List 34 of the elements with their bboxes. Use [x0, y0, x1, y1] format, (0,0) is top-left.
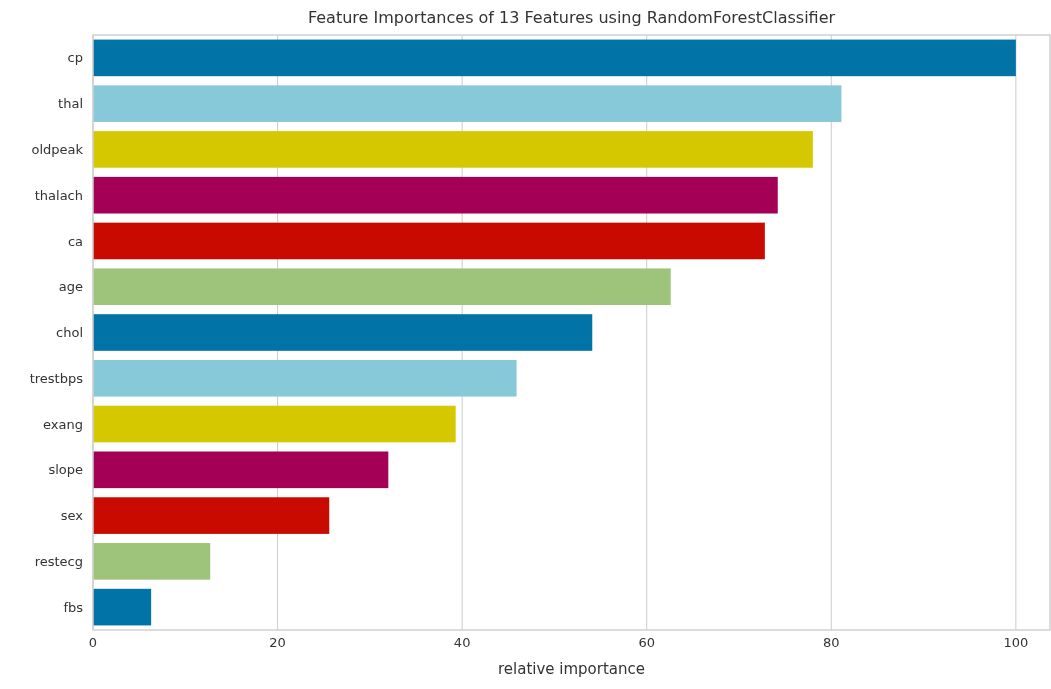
y-tick-label: exang	[43, 416, 83, 432]
y-tick-label: oldpeak	[31, 141, 84, 157]
bar	[93, 131, 813, 168]
chart-title: Feature Importances of 13 Features using RandomForestClassifier	[307, 8, 836, 27]
bar	[93, 268, 671, 306]
y-tick-label: thal	[58, 96, 83, 112]
bar	[93, 405, 456, 443]
y-tick-label: trestbps	[29, 370, 84, 386]
y-tick-label: slope	[48, 462, 83, 478]
bar	[93, 85, 842, 122]
bar	[93, 314, 593, 351]
y-tick-label: thalach	[34, 187, 83, 203]
bar	[93, 39, 1016, 77]
x-tick-label: 0	[88, 635, 98, 650]
bar	[93, 497, 330, 534]
y-tick-label: fbs	[63, 599, 84, 615]
bar	[93, 359, 517, 397]
y-tick-label: sex	[60, 508, 84, 524]
x-tick-label: 20	[269, 635, 286, 650]
y-tick-label: restecg	[34, 553, 83, 569]
x-tick-label: 60	[638, 635, 655, 650]
y-tick-label: age	[58, 279, 83, 295]
x-tick-label: 80	[823, 635, 840, 650]
y-tick-label: chol	[56, 325, 83, 341]
x-tick-label: 40	[453, 635, 471, 650]
x-axis-title: relative importance	[497, 660, 646, 678]
x-tick-label: 100	[1003, 635, 1029, 650]
bar	[93, 451, 389, 489]
bar	[93, 176, 778, 214]
y-tick-label: ca	[67, 233, 83, 249]
bar	[93, 222, 765, 260]
bar	[93, 588, 152, 626]
y-tick-label: cp	[67, 50, 83, 66]
bar	[93, 543, 211, 580]
